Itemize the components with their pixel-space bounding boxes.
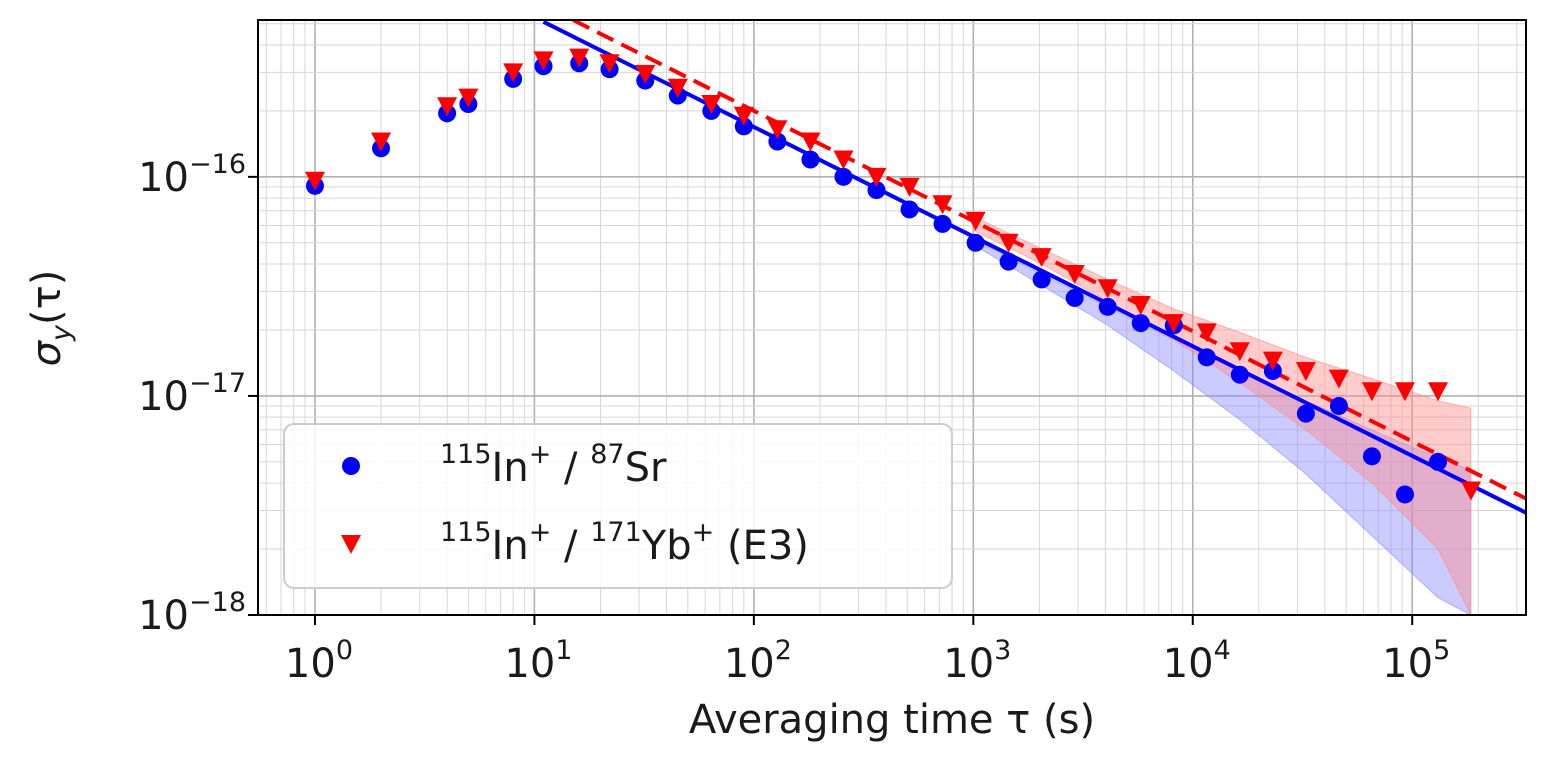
x-tick-label: 105 (1382, 635, 1450, 687)
in-yb-point (503, 63, 524, 83)
legend-label-in-sr: 115In+ / 87Sr (440, 439, 667, 491)
in-yb-point (800, 132, 821, 152)
in-yb-point (458, 88, 479, 108)
in-yb-point (1097, 279, 1118, 299)
in-sr-point (834, 167, 853, 186)
in-yb-point (1328, 369, 1349, 389)
ticks: 100 101 102 103 104 105 10−16 10−17 10−18 (138, 149, 1450, 687)
legend-marker-in-yb (341, 535, 361, 554)
in-sr-point (801, 150, 820, 169)
in-yb-point (1361, 382, 1382, 402)
in-yb-point (1428, 382, 1449, 402)
in-sr-point (1131, 314, 1150, 333)
y-tick-label: 10−17 (138, 368, 246, 420)
in-sr-point (999, 252, 1018, 271)
in-yb-point (569, 48, 590, 68)
in-sr-point (1395, 485, 1414, 504)
in-yb-point (667, 78, 688, 98)
in-sr-point (1429, 452, 1448, 471)
in-yb-point (1130, 296, 1151, 316)
x-tick-label: 102 (724, 635, 792, 687)
in-sr-point (1263, 361, 1282, 380)
in-yb-point (1461, 481, 1482, 501)
in-sr-point (1065, 288, 1084, 307)
in-yb-point (866, 167, 887, 187)
in-sr-point (1230, 365, 1249, 384)
in-yb-point (1031, 248, 1052, 268)
x-tick-label: 101 (504, 635, 572, 687)
in-yb-point (1163, 314, 1184, 334)
in-yb-point (371, 132, 392, 152)
in-sr-point (966, 233, 985, 252)
in-sr-point (1032, 270, 1051, 289)
in-yb-point (1262, 351, 1283, 371)
in-yb-point (304, 171, 325, 191)
legend-box (283, 423, 953, 589)
in-sr-point (900, 200, 919, 219)
in-yb-point (701, 95, 722, 115)
y-tick-label: 10−18 (138, 587, 246, 639)
legend: 115In+ / 87Sr 115In+ / 171Yb+ (E3) (283, 423, 953, 589)
y-axis-label-arg: (τ) (24, 270, 70, 325)
in-yb-point (635, 64, 656, 84)
in-sr-point (1362, 447, 1381, 466)
in-yb-point (899, 177, 920, 197)
y-axis-label-main: σ (24, 339, 70, 366)
in-sr-point (1098, 297, 1117, 316)
in-yb-fit-line (572, 20, 1526, 501)
in-yb-point (437, 97, 458, 117)
x-tick-label: 103 (943, 635, 1011, 687)
data-points (304, 48, 1482, 504)
in-sr-point (768, 132, 787, 151)
y-axis-label: σy(τ) (24, 270, 77, 367)
x-tick-label: 100 (285, 635, 353, 687)
axis-labels: Averaging time τ (s) σy(τ) (24, 270, 1095, 743)
x-tick-label: 104 (1163, 635, 1231, 687)
legend-marker-in-sr (342, 457, 360, 475)
in-yb-point (1295, 361, 1316, 381)
series-in-yb (304, 48, 1482, 501)
in-yb-point (599, 54, 620, 74)
in-yb-point (533, 51, 554, 71)
in-sr-point (1329, 396, 1348, 415)
in-sr-point (1197, 348, 1216, 367)
in-yb-point (833, 150, 854, 170)
in-yb-point (998, 233, 1019, 253)
plot-frame (257, 19, 1527, 616)
in-yb-point (1394, 382, 1415, 402)
in-yb-point (965, 211, 986, 231)
in-yb-point (733, 106, 754, 126)
x-axis-label: Averaging time τ (s) (689, 697, 1095, 743)
in-sr-point (1296, 404, 1315, 423)
y-tick-label: 10−16 (138, 149, 246, 201)
in-sr-point (734, 117, 753, 136)
in-yb-point (1229, 342, 1250, 362)
in-yb-point (932, 195, 953, 215)
in-yb-point (1064, 265, 1085, 285)
in-sr-point (933, 214, 952, 233)
in-sr-point (867, 181, 886, 200)
legend-label-in-yb: 115In+ / 171Yb+ (E3) (440, 517, 809, 569)
in-yb-point (767, 120, 788, 140)
in-yb-point (1196, 323, 1217, 343)
y-axis-label-sub: y (46, 324, 77, 342)
